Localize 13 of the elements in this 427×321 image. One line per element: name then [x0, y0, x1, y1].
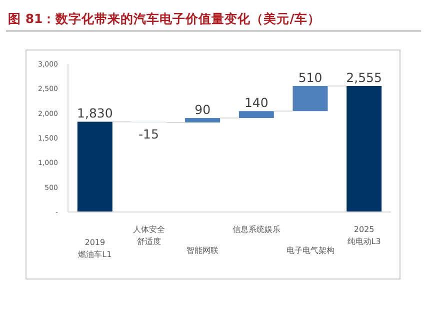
data-label: 1,830 — [77, 106, 113, 121]
chart-title: 图 81：数字化带来的汽车电子价值量变化（美元/车） — [8, 11, 320, 26]
data-label: 90 — [194, 102, 211, 118]
data-label: 140 — [244, 95, 268, 110]
x-tick-label: 信息系统娱乐 — [232, 225, 280, 234]
x-tick-label: 智能网联 — [186, 246, 219, 255]
x-tick-label: 2019 燃油车L1 — [78, 238, 112, 259]
data-label: 2,555 — [346, 70, 382, 85]
data-label: 510 — [298, 70, 322, 85]
x-tick-label: 人体安全舒适度 — [132, 225, 165, 246]
data-label: -15 — [138, 126, 159, 142]
x-tick-label: 电子电气架构 — [286, 246, 334, 255]
x-tick-label: 2025 纯电动L3 — [347, 225, 381, 246]
